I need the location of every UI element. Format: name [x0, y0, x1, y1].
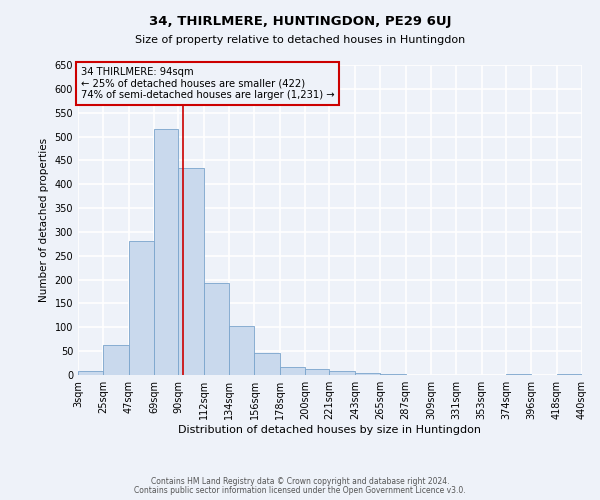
X-axis label: Distribution of detached houses by size in Huntingdon: Distribution of detached houses by size …	[179, 425, 482, 435]
Bar	[557, 374, 582, 375]
Bar	[280, 367, 305, 375]
Bar	[254, 353, 280, 375]
Bar	[154, 130, 178, 375]
Text: Contains HM Land Registry data © Crown copyright and database right 2024.: Contains HM Land Registry data © Crown c…	[151, 477, 449, 486]
Bar	[506, 374, 531, 375]
Bar	[204, 283, 229, 375]
Bar	[178, 168, 204, 375]
Bar	[305, 370, 329, 375]
Bar	[229, 326, 254, 375]
Bar	[129, 242, 154, 375]
Text: Size of property relative to detached houses in Huntingdon: Size of property relative to detached ho…	[135, 35, 465, 45]
Bar	[103, 345, 129, 375]
Text: 34, THIRLMERE, HUNTINGDON, PE29 6UJ: 34, THIRLMERE, HUNTINGDON, PE29 6UJ	[149, 15, 451, 28]
Bar	[380, 374, 406, 375]
Bar	[329, 371, 355, 375]
Text: 34 THIRLMERE: 94sqm
← 25% of detached houses are smaller (422)
74% of semi-detac: 34 THIRLMERE: 94sqm ← 25% of detached ho…	[80, 66, 334, 100]
Bar	[355, 372, 380, 375]
Bar	[78, 371, 103, 375]
Text: Contains public sector information licensed under the Open Government Licence v3: Contains public sector information licen…	[134, 486, 466, 495]
Y-axis label: Number of detached properties: Number of detached properties	[39, 138, 49, 302]
